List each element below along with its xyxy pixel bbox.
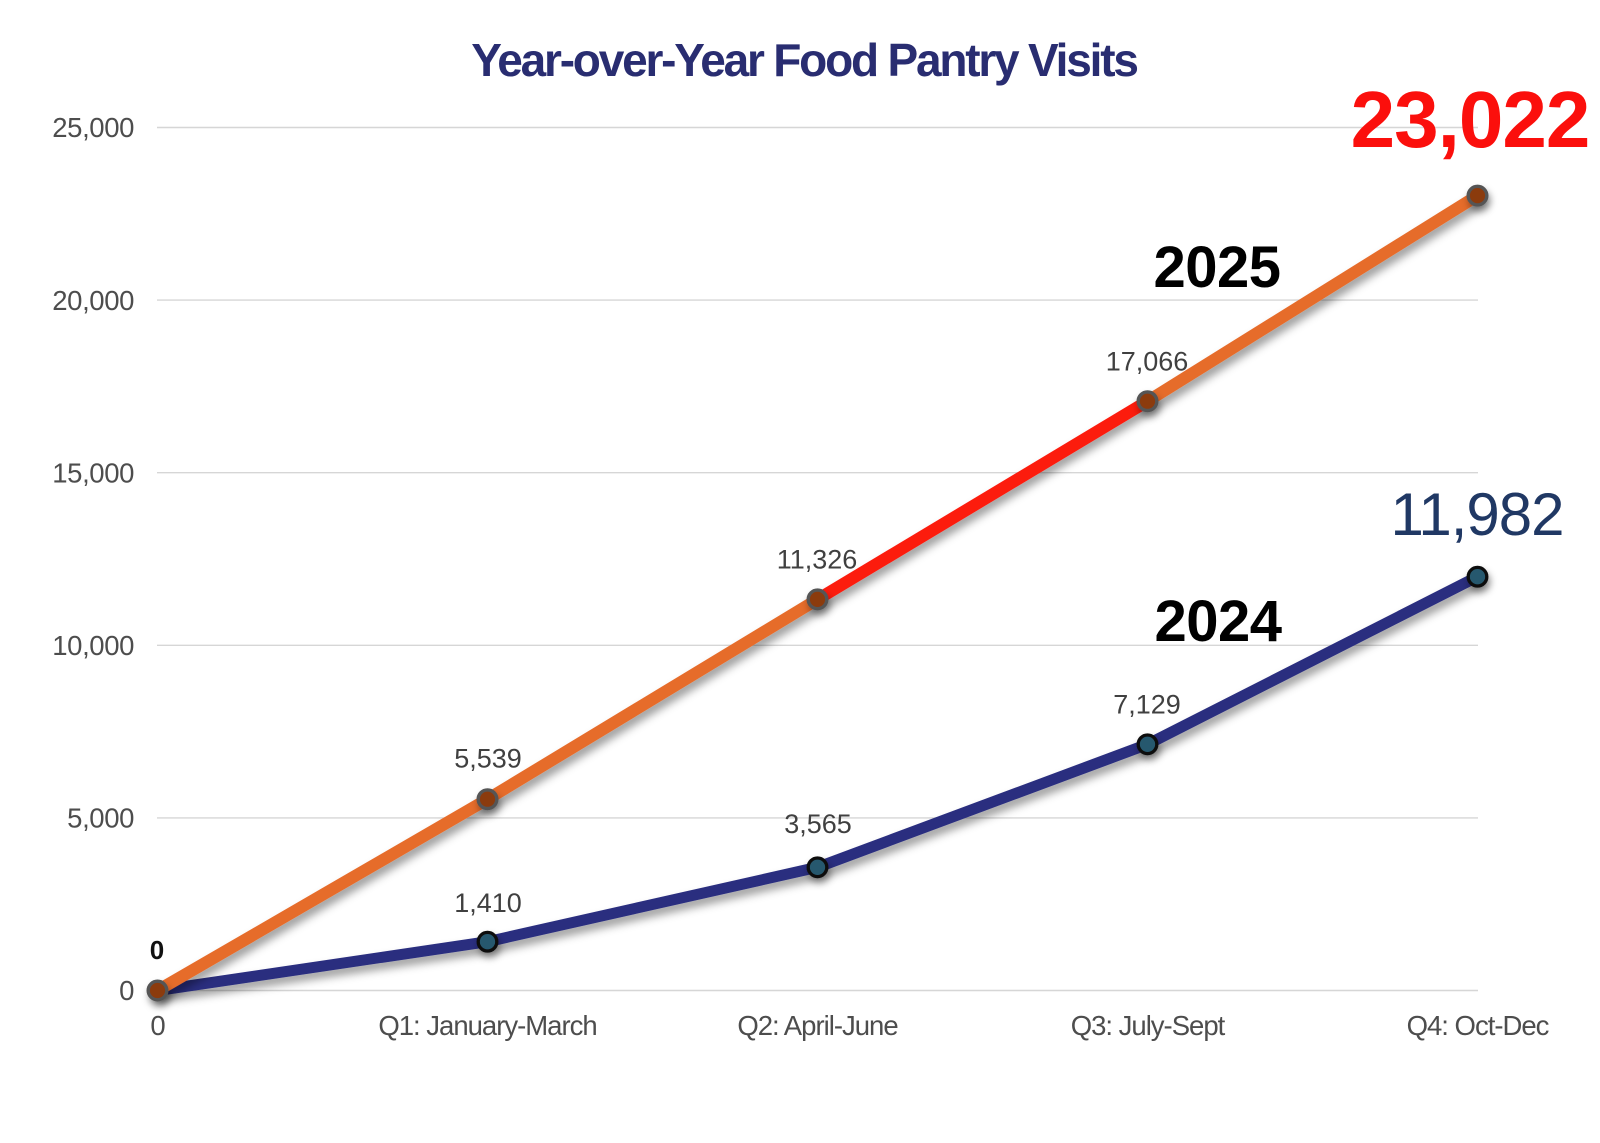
svg-text:5,000: 5,000	[67, 803, 134, 834]
svg-text:Q3: July-Sept: Q3: July-Sept	[1071, 1010, 1226, 1041]
svg-text:3,565: 3,565	[784, 809, 852, 839]
svg-text:2025: 2025	[1153, 235, 1280, 300]
svg-text:1,410: 1,410	[454, 888, 522, 918]
svg-text:10,000: 10,000	[52, 630, 134, 661]
svg-text:0: 0	[150, 1010, 165, 1041]
svg-text:Q2: April-June: Q2: April-June	[737, 1010, 898, 1041]
svg-text:0: 0	[150, 935, 164, 965]
svg-text:Q1: January-March: Q1: January-March	[378, 1010, 596, 1041]
svg-text:11,982: 11,982	[1390, 481, 1563, 548]
svg-text:2024: 2024	[1154, 589, 1281, 654]
svg-text:17,066: 17,066	[1106, 346, 1189, 376]
svg-text:Q4: Oct-Dec: Q4: Oct-Dec	[1407, 1010, 1550, 1041]
svg-text:11,326: 11,326	[777, 545, 858, 575]
svg-text:0: 0	[119, 975, 134, 1006]
svg-text:15,000: 15,000	[52, 457, 134, 488]
svg-text:23,022: 23,022	[1351, 75, 1590, 164]
svg-text:5,539: 5,539	[454, 743, 522, 773]
svg-text:7,129: 7,129	[1113, 689, 1181, 719]
svg-text:Year-over-Year Food Pantry Vis: Year-over-Year Food Pantry Visits	[471, 34, 1137, 86]
svg-text:25,000: 25,000	[52, 112, 134, 143]
svg-text:20,000: 20,000	[52, 285, 134, 316]
